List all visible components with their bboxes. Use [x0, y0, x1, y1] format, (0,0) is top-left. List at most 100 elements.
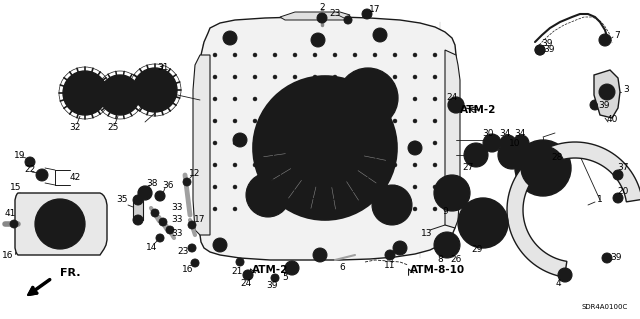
- Text: ATM-2: ATM-2: [460, 105, 496, 115]
- Text: 28: 28: [551, 153, 563, 162]
- Circle shape: [116, 91, 124, 99]
- Circle shape: [513, 135, 529, 151]
- Circle shape: [35, 199, 85, 249]
- Circle shape: [458, 198, 508, 248]
- Circle shape: [233, 133, 247, 147]
- Text: 40: 40: [606, 115, 618, 124]
- Circle shape: [433, 97, 437, 101]
- Text: 31: 31: [157, 63, 169, 71]
- Circle shape: [413, 97, 417, 101]
- Text: 25: 25: [108, 123, 118, 132]
- Circle shape: [433, 75, 437, 79]
- Circle shape: [599, 84, 615, 100]
- Circle shape: [273, 97, 277, 101]
- Text: 39: 39: [541, 40, 553, 48]
- Circle shape: [361, 91, 375, 105]
- Circle shape: [433, 141, 437, 145]
- Text: 33: 33: [172, 228, 183, 238]
- Text: 24: 24: [446, 93, 458, 101]
- Circle shape: [233, 141, 237, 145]
- Polygon shape: [594, 70, 620, 118]
- Circle shape: [273, 75, 277, 79]
- Circle shape: [293, 75, 297, 79]
- Circle shape: [558, 268, 572, 282]
- Text: 20: 20: [618, 188, 628, 197]
- Circle shape: [373, 207, 377, 211]
- Text: 42: 42: [69, 173, 81, 182]
- Circle shape: [100, 75, 140, 115]
- Circle shape: [503, 146, 521, 164]
- Circle shape: [233, 53, 237, 57]
- Circle shape: [338, 68, 398, 128]
- Circle shape: [515, 140, 571, 196]
- Text: 30: 30: [483, 129, 493, 137]
- Circle shape: [233, 163, 237, 167]
- Text: 39: 39: [266, 281, 278, 291]
- Circle shape: [233, 75, 237, 79]
- Circle shape: [413, 163, 417, 167]
- Circle shape: [545, 182, 552, 188]
- Circle shape: [63, 71, 107, 115]
- Circle shape: [188, 221, 196, 229]
- Circle shape: [364, 11, 370, 17]
- Circle shape: [313, 53, 317, 57]
- Circle shape: [216, 241, 224, 249]
- Circle shape: [440, 190, 445, 196]
- Circle shape: [287, 110, 363, 186]
- Text: 29: 29: [471, 246, 483, 255]
- Circle shape: [613, 193, 623, 203]
- Circle shape: [105, 80, 135, 110]
- Circle shape: [525, 154, 531, 160]
- Text: 5: 5: [282, 272, 288, 281]
- Circle shape: [521, 146, 565, 190]
- Circle shape: [246, 173, 290, 217]
- Circle shape: [213, 119, 217, 123]
- Circle shape: [373, 28, 387, 42]
- Circle shape: [373, 97, 377, 101]
- Circle shape: [151, 86, 159, 94]
- Text: 33: 33: [172, 203, 183, 211]
- Circle shape: [393, 75, 397, 79]
- Circle shape: [456, 197, 461, 203]
- Circle shape: [605, 256, 609, 261]
- Text: 23: 23: [177, 248, 189, 256]
- Circle shape: [413, 207, 417, 211]
- Circle shape: [236, 136, 244, 144]
- Circle shape: [534, 182, 540, 188]
- Circle shape: [534, 148, 540, 154]
- Text: 38: 38: [147, 179, 157, 188]
- Circle shape: [80, 88, 90, 98]
- Circle shape: [433, 185, 437, 189]
- Circle shape: [293, 207, 297, 211]
- Circle shape: [442, 183, 447, 189]
- Circle shape: [413, 75, 417, 79]
- Text: 15: 15: [10, 183, 22, 192]
- Circle shape: [285, 261, 299, 275]
- Polygon shape: [445, 50, 460, 228]
- Circle shape: [433, 119, 437, 123]
- Circle shape: [75, 83, 95, 103]
- Circle shape: [273, 53, 277, 57]
- Circle shape: [151, 209, 159, 217]
- Circle shape: [535, 45, 545, 55]
- Circle shape: [233, 119, 237, 123]
- Circle shape: [139, 74, 171, 106]
- Circle shape: [469, 148, 483, 162]
- Polygon shape: [200, 17, 456, 260]
- Circle shape: [353, 53, 357, 57]
- Circle shape: [213, 238, 227, 252]
- Circle shape: [273, 141, 277, 145]
- Circle shape: [133, 195, 143, 205]
- Circle shape: [413, 141, 417, 145]
- Circle shape: [535, 45, 545, 55]
- Circle shape: [213, 97, 217, 101]
- Text: 12: 12: [189, 168, 201, 177]
- Text: 4: 4: [555, 278, 561, 287]
- Text: 39: 39: [598, 100, 610, 109]
- Circle shape: [333, 97, 337, 101]
- Circle shape: [333, 75, 337, 79]
- Text: 16: 16: [182, 265, 194, 275]
- Circle shape: [226, 34, 234, 42]
- Circle shape: [538, 48, 543, 53]
- Circle shape: [133, 215, 143, 225]
